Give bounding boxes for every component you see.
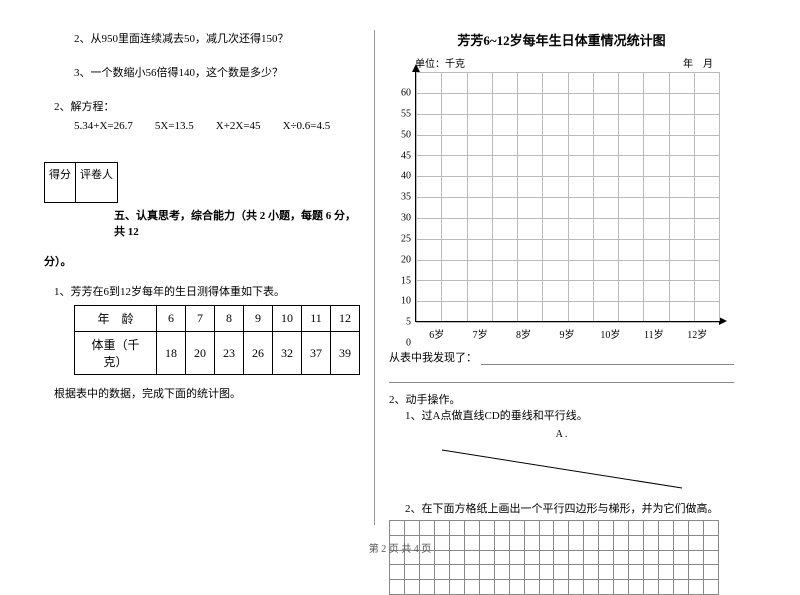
problem-1b: 根据表中的数据，完成下面的统计图。 [44,385,360,401]
weight-table: 年 龄 6 7 8 9 10 11 12 体重（千克） 18 20 23 26 … [74,305,360,375]
eq4: X÷0.6=4.5 [283,120,331,132]
eq2: 5X=13.5 [155,120,194,132]
x-axis-labels: 6岁7岁8岁9岁10岁11岁12岁 [389,326,719,341]
eq1: 5.34+X=26.7 [74,120,133,132]
answer-line [481,351,734,365]
equations-row: 5.34+X=26.7 5X=13.5 X+2X=45 X÷0.6=4.5 [44,120,360,132]
question-3: 3、一个数缩小56倍得140，这个数是多少？ [44,64,360,80]
line-cd-diagram [432,442,692,492]
table-row: 体重（千克） 18 20 23 26 32 37 39 [75,332,360,375]
found-row: 从表中我发现了： [389,349,734,367]
age-header: 年 龄 [75,306,157,332]
problem-2: 2、动手操作。 [389,391,734,407]
eq3: X+2X=45 [216,120,261,132]
chart-grid [416,72,719,321]
y-arrow-icon [412,64,420,72]
chart-unit: 单位：千克 [415,55,465,70]
question-2: 2、从950里面连续减去50，减几次还得150？ [44,30,360,46]
score-box: 得分 评卷人 [44,162,360,203]
problem-2a: 1、过A点做直线CD的垂线和平行线。 [389,407,734,423]
weight-header: 体重（千克） [75,332,157,375]
chart-date: 年 月 [683,55,713,70]
right-column: 芳芳6~12岁每年生日体重情况统计图 单位：千克 年 月 60555045403… [374,30,734,525]
solve-eq-label: 2、解方程： [44,98,360,114]
problem-1: 1、芳芳在6到12岁每年的生日测得体重如下表。 [44,283,360,299]
section-5-title-cont: 分）。 [44,253,360,269]
found-label: 从表中我发现了： [389,349,477,367]
x-arrow-icon [719,317,727,325]
point-a: A . [389,429,734,440]
page-footer: 第 2 页 共 4 页 [0,540,800,555]
chart: 单位：千克 年 月 605550454035302520151050 6岁7岁8… [389,55,719,341]
table-row: 年 龄 6 7 8 9 10 11 12 [75,306,360,332]
left-column: 2、从950里面连续减去50，减几次还得150？ 3、一个数缩小56倍得140，… [44,30,374,525]
answer-line [389,369,734,383]
drawing-grid [389,520,719,595]
section-5-title: 五、认真思考，综合能力（共 2 小题，每题 6 分，共 12 [44,207,360,239]
y-axis-labels: 605550454035302520151050 [389,73,413,323]
score-cell: 得分 [44,162,76,203]
chart-title: 芳芳6~12岁每年生日体重情况统计图 [389,30,734,49]
grader-cell: 评卷人 [76,162,118,203]
problem-2b: 2、在下面方格纸上画出一个平行四边形与梯形，并为它们做高。 [389,500,734,516]
chart-area [415,72,719,322]
